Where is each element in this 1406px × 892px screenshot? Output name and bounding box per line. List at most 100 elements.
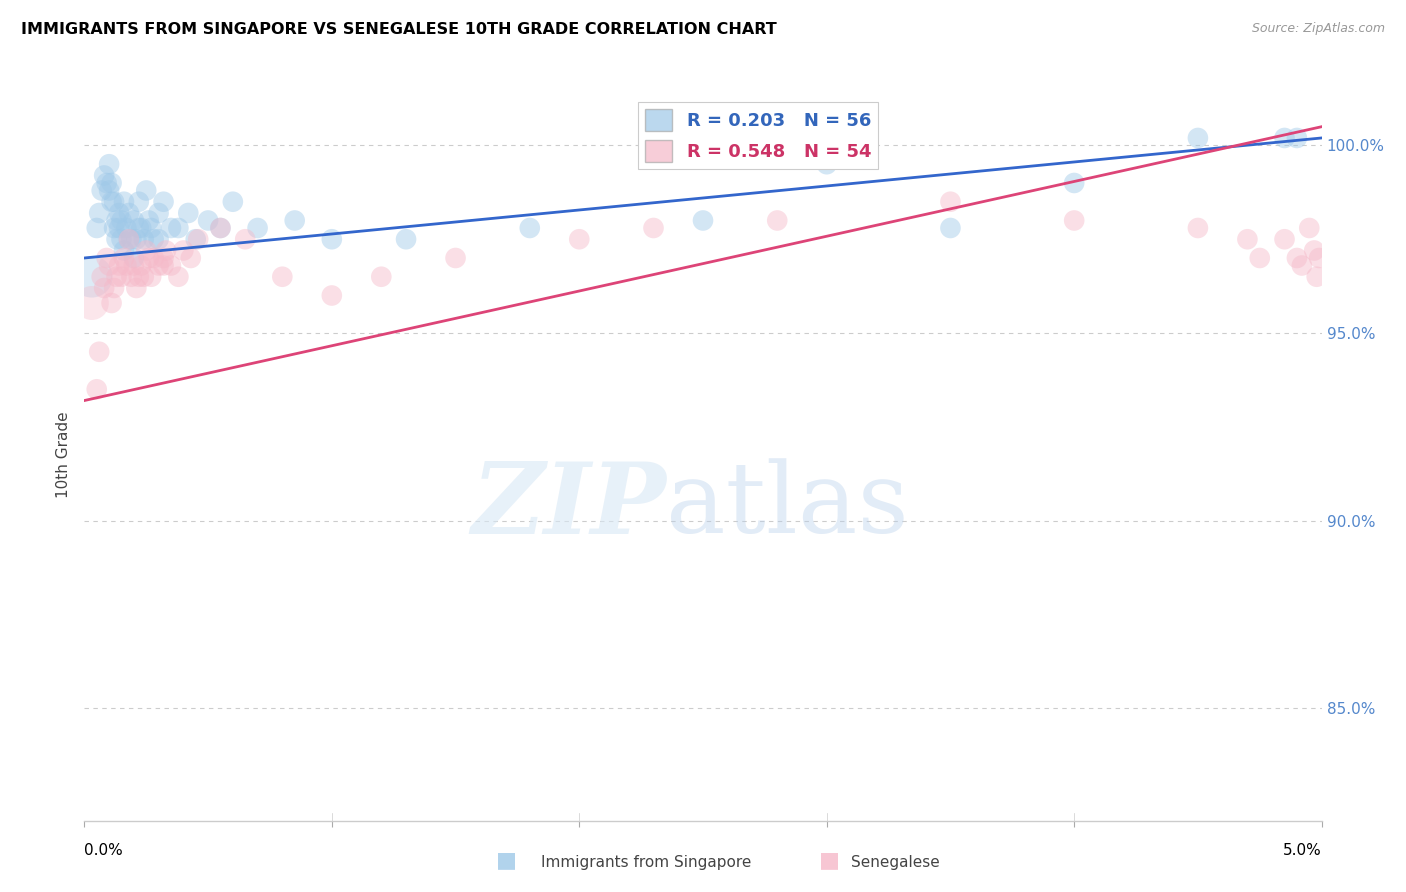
Point bbox=[96, 176, 118, 190]
Point bbox=[1249, 251, 1271, 265]
Point bbox=[115, 221, 138, 235]
Point bbox=[1303, 244, 1326, 258]
Point bbox=[160, 259, 183, 273]
Point bbox=[112, 194, 135, 209]
Point bbox=[118, 232, 141, 246]
Text: Immigrants from Singapore: Immigrants from Singapore bbox=[541, 855, 752, 870]
Point bbox=[1187, 131, 1209, 145]
Point bbox=[519, 221, 541, 235]
Point bbox=[1236, 232, 1258, 246]
Point bbox=[141, 269, 163, 284]
Point bbox=[1305, 269, 1327, 284]
Point bbox=[939, 194, 962, 209]
Point bbox=[568, 232, 591, 246]
Point bbox=[692, 213, 714, 227]
Text: ZIP: ZIP bbox=[471, 458, 666, 554]
Point bbox=[395, 232, 418, 246]
Point bbox=[1298, 221, 1320, 235]
Point bbox=[184, 232, 207, 246]
Point bbox=[155, 244, 177, 258]
Point bbox=[222, 194, 245, 209]
Point bbox=[118, 232, 141, 246]
Point bbox=[80, 296, 103, 310]
Point bbox=[1063, 176, 1085, 190]
Point bbox=[148, 206, 170, 220]
Point bbox=[120, 269, 142, 284]
Point bbox=[1285, 131, 1308, 145]
Point bbox=[197, 213, 219, 227]
Point bbox=[643, 221, 665, 235]
Point bbox=[129, 259, 152, 273]
Point bbox=[108, 206, 131, 220]
Point bbox=[90, 269, 112, 284]
Point bbox=[110, 269, 132, 284]
Point bbox=[108, 259, 131, 273]
Text: ■: ■ bbox=[820, 850, 839, 870]
Point bbox=[98, 184, 121, 198]
Point bbox=[1274, 131, 1296, 145]
Point bbox=[90, 184, 112, 198]
Point bbox=[115, 259, 138, 273]
Point bbox=[138, 213, 160, 227]
Point bbox=[135, 184, 157, 198]
Point bbox=[444, 251, 467, 265]
Point bbox=[1274, 232, 1296, 246]
Point bbox=[766, 213, 789, 227]
Point bbox=[110, 213, 132, 227]
Text: ■: ■ bbox=[496, 850, 516, 870]
Text: Source: ZipAtlas.com: Source: ZipAtlas.com bbox=[1251, 22, 1385, 36]
Point bbox=[1308, 251, 1330, 265]
Point bbox=[177, 206, 200, 220]
Point bbox=[98, 259, 121, 273]
Point bbox=[160, 221, 183, 235]
Point bbox=[89, 344, 111, 359]
Point bbox=[132, 232, 155, 246]
Point bbox=[152, 194, 174, 209]
Point bbox=[105, 269, 128, 284]
Point bbox=[86, 221, 108, 235]
Point bbox=[167, 269, 190, 284]
Point bbox=[120, 232, 142, 246]
Point bbox=[1291, 259, 1313, 273]
Point bbox=[98, 157, 121, 171]
Text: 5.0%: 5.0% bbox=[1282, 843, 1322, 858]
Point bbox=[148, 232, 170, 246]
Point bbox=[122, 251, 145, 265]
Point bbox=[86, 382, 108, 396]
Point bbox=[122, 259, 145, 273]
Point bbox=[815, 157, 838, 171]
Point bbox=[105, 213, 128, 227]
Point bbox=[209, 221, 232, 235]
Point bbox=[233, 232, 256, 246]
Point bbox=[187, 232, 209, 246]
Point bbox=[128, 194, 150, 209]
Point bbox=[93, 169, 115, 183]
Point bbox=[80, 269, 103, 284]
Point bbox=[103, 281, 125, 295]
Point bbox=[148, 259, 170, 273]
Point bbox=[138, 251, 160, 265]
Text: atlas: atlas bbox=[666, 458, 908, 554]
Point bbox=[89, 206, 111, 220]
Text: 0.0%: 0.0% bbox=[84, 843, 124, 858]
Point bbox=[118, 206, 141, 220]
Point bbox=[167, 221, 190, 235]
Point bbox=[142, 251, 165, 265]
Point bbox=[209, 221, 232, 235]
Point bbox=[271, 269, 294, 284]
Point bbox=[129, 221, 152, 235]
Text: Senegalese: Senegalese bbox=[851, 855, 939, 870]
Point bbox=[100, 194, 122, 209]
Point bbox=[246, 221, 269, 235]
Point bbox=[152, 259, 174, 273]
Point bbox=[100, 296, 122, 310]
Y-axis label: 10th Grade: 10th Grade bbox=[56, 411, 72, 499]
Point bbox=[1285, 251, 1308, 265]
Legend: R = 0.203   N = 56, R = 0.548   N = 54: R = 0.203 N = 56, R = 0.548 N = 54 bbox=[638, 102, 879, 169]
Point bbox=[142, 232, 165, 246]
Point bbox=[112, 251, 135, 265]
Point bbox=[1187, 221, 1209, 235]
Point bbox=[122, 213, 145, 227]
Text: IMMIGRANTS FROM SINGAPORE VS SENEGALESE 10TH GRADE CORRELATION CHART: IMMIGRANTS FROM SINGAPORE VS SENEGALESE … bbox=[21, 22, 778, 37]
Point bbox=[180, 251, 202, 265]
